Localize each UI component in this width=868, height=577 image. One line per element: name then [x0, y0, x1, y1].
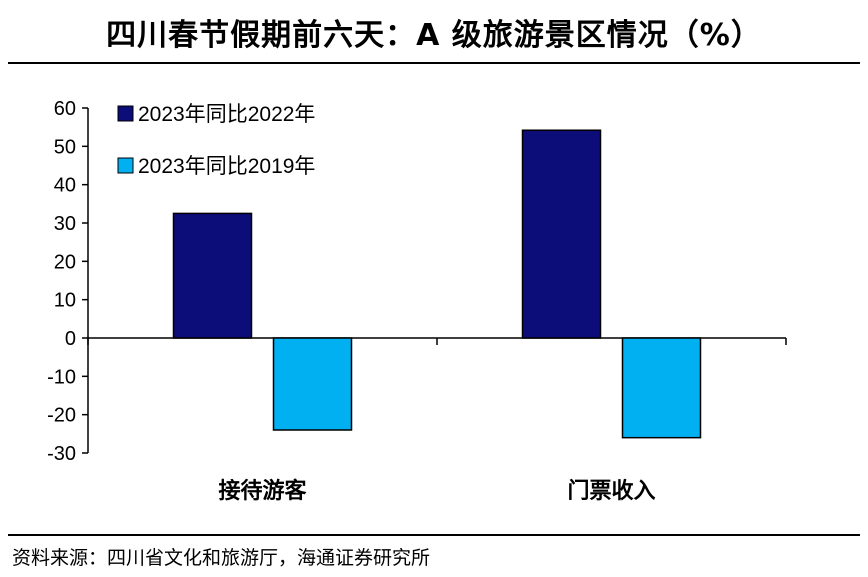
category-label: 接待游客	[218, 478, 307, 504]
y-tick-label: -30	[47, 443, 76, 465]
source-note: 资料来源：四川省文化和旅游厅，海通证券研究所	[12, 547, 431, 569]
y-tick-label: -20	[47, 405, 76, 427]
y-tick-label: 0	[65, 328, 76, 350]
bar	[521, 129, 602, 339]
y-tick-label: 20	[54, 251, 76, 273]
bars	[172, 129, 702, 439]
y-tick-label: -10	[47, 366, 76, 388]
legend-swatch	[117, 157, 134, 174]
legend: 2023年同比2022年 2023年同比2019年	[117, 103, 315, 178]
y-tick-label: 30	[54, 213, 76, 235]
title-divider	[8, 62, 860, 64]
chart-title: 四川春节假期前六天：A 级旅游景区情况（%）	[106, 18, 762, 53]
bar	[172, 212, 253, 339]
y-tick-label: 10	[54, 290, 76, 312]
bar	[621, 337, 702, 439]
legend-label: 2023年同比2022年	[138, 103, 315, 126]
footer-divider	[8, 534, 860, 536]
bar	[272, 337, 353, 431]
legend-label: 2023年同比2019年	[138, 155, 315, 178]
bar-chart: 60 50 40 30 20 10 0 -10 -20 -30 接待游客 门票收入 2023年同比2…	[47, 98, 787, 504]
y-tick-label: 50	[54, 136, 76, 158]
category-label: 门票收入	[567, 478, 655, 504]
legend-swatch	[117, 105, 134, 122]
y-axis: 60 50 40 30 20 10 0 -10 -20 -30	[47, 98, 89, 465]
y-tick-label: 60	[54, 98, 76, 120]
y-tick-label: 40	[54, 175, 76, 197]
